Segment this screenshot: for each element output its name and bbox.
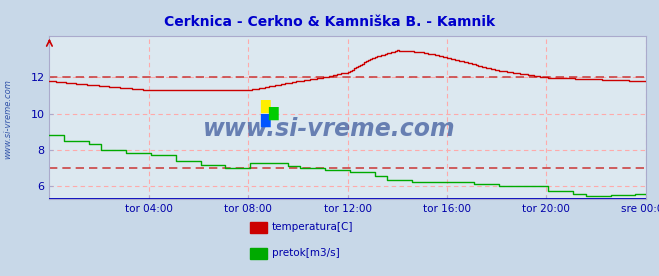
- Text: www.si-vreme.com: www.si-vreme.com: [3, 79, 13, 159]
- Text: pretok[m3/s]: pretok[m3/s]: [272, 248, 339, 258]
- Text: █: █: [260, 114, 270, 127]
- Text: temperatura[C]: temperatura[C]: [272, 222, 353, 232]
- Text: █: █: [260, 99, 270, 113]
- Text: █: █: [268, 107, 277, 120]
- Text: www.si-vreme.com: www.si-vreme.com: [204, 117, 456, 141]
- Text: Cerknica - Cerkno & Kamniška B. - Kamnik: Cerknica - Cerkno & Kamniška B. - Kamnik: [164, 15, 495, 29]
